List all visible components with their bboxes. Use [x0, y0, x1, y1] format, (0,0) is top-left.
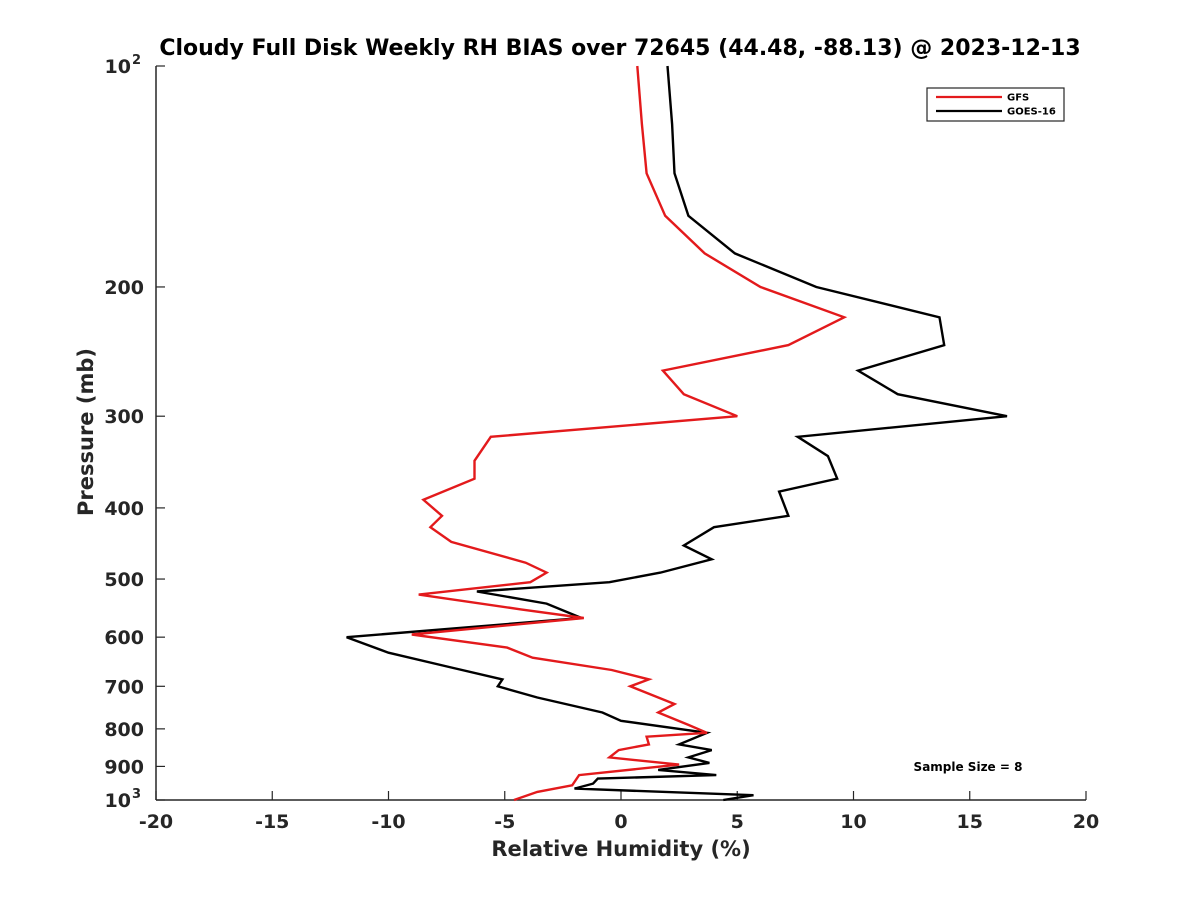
legend: GFS GOES-16	[926, 87, 1065, 122]
y-tick-label: 500	[104, 569, 144, 591]
x-tick-label: 5	[731, 811, 744, 833]
y-tick-label: 200	[104, 277, 144, 299]
legend-entry-label: GOES-16	[1007, 107, 1056, 118]
x-tick-label: -15	[255, 811, 289, 833]
y-tick-label: 400	[104, 498, 144, 520]
y-tick-label: 900	[104, 756, 144, 778]
series-line-gfs	[411, 65, 848, 802]
y-tick-label: 600	[104, 627, 144, 649]
y-tick-label: 300	[104, 406, 144, 428]
series-line-goes-16	[346, 65, 1008, 802]
x-tick-label: -20	[139, 811, 173, 833]
x-tick-label: 0	[614, 811, 627, 833]
x-tick-label: 15	[957, 811, 983, 833]
series-layer	[346, 65, 1008, 802]
y-tick-exponent: 2	[132, 53, 141, 68]
y-tick-label: 700	[104, 676, 144, 698]
y-tick-label: 10	[105, 790, 131, 812]
sample-size-annotation: Sample Size = 8	[914, 760, 1023, 774]
x-tick-label: -10	[371, 811, 405, 833]
chart-title: Cloudy Full Disk Weekly RH BIAS over 726…	[159, 36, 1080, 61]
y-tick-label: 800	[104, 719, 144, 741]
y-tick-label: 10	[105, 56, 131, 78]
x-tick-label: 20	[1073, 811, 1099, 833]
legend-entry-label: GFS	[1007, 93, 1029, 104]
x-tick-label: -5	[494, 811, 515, 833]
y-axis-label: Pressure (mb)	[74, 348, 98, 516]
x-axis-label: Relative Humidity (%)	[491, 837, 750, 861]
y-tick-exponent: 3	[132, 787, 141, 802]
legend-box	[926, 87, 1065, 122]
x-tick-label: 10	[840, 811, 866, 833]
